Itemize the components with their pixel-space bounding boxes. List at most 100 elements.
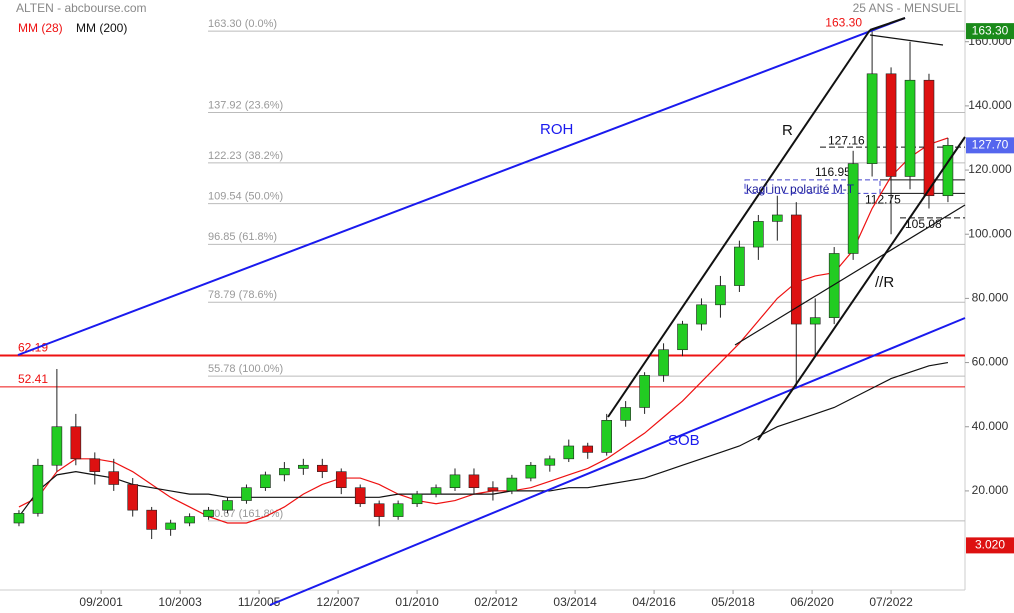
channel-line <box>269 317 966 606</box>
trend-line <box>869 17 906 31</box>
price-box-label: 3.020 <box>975 538 1005 552</box>
candle-body <box>582 445 594 453</box>
x-tick-label: 10/2003 <box>158 595 202 609</box>
x-tick-label: 06/2020 <box>790 595 834 609</box>
candle-body <box>279 468 290 476</box>
candle-body <box>639 375 650 408</box>
x-tick-label: 09/2001 <box>79 595 123 609</box>
candle-body <box>506 477 518 492</box>
candle-body <box>487 487 499 492</box>
candle-body <box>696 304 707 325</box>
annotation: R <box>782 122 793 139</box>
candle-body <box>373 503 385 517</box>
y-tick-label: 60.000 <box>972 355 1009 369</box>
channel-line <box>17 17 906 356</box>
candle-body <box>734 246 745 286</box>
fib-label: 78.79 (78.6%) <box>208 289 277 301</box>
trend-line <box>869 34 944 46</box>
candle-body <box>203 509 214 517</box>
kagi-zone <box>744 179 881 194</box>
trend-line <box>607 29 871 418</box>
annotation: ROH <box>540 121 573 138</box>
candle-body <box>658 349 669 376</box>
candle-body <box>904 79 916 177</box>
x-tick-label: 03/2014 <box>553 595 597 609</box>
candle-body <box>715 285 726 306</box>
candle-body <box>772 214 783 222</box>
trend-line <box>734 204 966 346</box>
legend-entry: MM (200) <box>76 21 127 35</box>
candle-body <box>165 522 176 530</box>
candle-body <box>809 317 821 325</box>
price-box <box>966 23 1014 40</box>
candle-body <box>335 471 347 489</box>
y-tick-label: 100.000 <box>968 226 1012 240</box>
candle-body <box>790 214 802 325</box>
annotation: //R <box>875 274 894 291</box>
price-mark-label: 105.08 <box>905 217 942 231</box>
candle-body <box>354 487 366 505</box>
candle-body <box>392 503 404 517</box>
candle-body <box>411 493 423 505</box>
chart-title: ALTEN - abcbourse.com <box>16 1 147 15</box>
annotation: kagi inv polarité M-T <box>746 182 855 196</box>
price-box <box>966 537 1014 554</box>
candle-body <box>241 487 252 501</box>
price-mark-label: 116.95 <box>815 165 851 179</box>
candle-body <box>677 323 688 351</box>
ma-line <box>18 361 949 517</box>
legend-entry: MM (28) <box>18 21 63 35</box>
trend-line <box>757 136 966 441</box>
candle-body <box>146 509 157 530</box>
candle-body <box>449 474 461 489</box>
y-tick-label: 80.000 <box>972 291 1009 305</box>
candle-body <box>13 513 25 524</box>
price-mark-label: 127.16 <box>828 133 865 147</box>
candle-body <box>127 484 139 511</box>
candle-body <box>866 73 878 164</box>
x-tick-label: 05/2018 <box>711 595 755 609</box>
fib-label: 137.92 (23.6%) <box>208 99 283 111</box>
chart-subtitle: 25 ANS - MENSUEL <box>853 1 963 15</box>
x-tick-label: 11/2005 <box>238 595 281 609</box>
fib-label: 55.78 (100.0%) <box>208 363 283 375</box>
x-tick-label: 12/2007 <box>316 595 360 609</box>
candle-body <box>544 458 556 466</box>
level-label: 52.41 <box>18 372 48 386</box>
candle-body <box>847 163 859 254</box>
candle-body <box>942 145 954 197</box>
y-tick-label: 120.000 <box>968 162 1012 176</box>
price-box-label: 163.30 <box>972 23 1009 37</box>
y-tick-label: 140.000 <box>968 98 1012 112</box>
candle-body <box>184 516 195 524</box>
y-tick-label: 40.000 <box>972 419 1009 433</box>
candle-body <box>525 464 537 479</box>
candle-body <box>563 445 575 460</box>
candle-body <box>298 464 309 469</box>
candle-body <box>260 474 271 489</box>
x-tick-label: 01/2010 <box>395 595 439 609</box>
candle-body <box>32 464 44 514</box>
price-box <box>966 137 1014 154</box>
candle-body <box>468 474 480 489</box>
peak-label: 163.30 <box>825 15 862 29</box>
x-tick-label: 02/2012 <box>474 595 518 609</box>
candle-body <box>885 73 897 177</box>
candle-body <box>430 487 442 495</box>
candle-body <box>89 458 101 472</box>
x-tick-label: 07/2022 <box>869 595 913 609</box>
candle-body <box>601 420 612 453</box>
annotation: SOB <box>668 432 700 449</box>
x-tick-label: 04/2016 <box>632 595 676 609</box>
y-tick-label: 20.000 <box>972 483 1009 497</box>
candle-body <box>828 253 840 318</box>
candle-body <box>51 426 63 466</box>
price-mark-label: 112.75 <box>865 192 901 206</box>
candle-body <box>753 221 764 248</box>
fib-label: 122.23 (38.2%) <box>208 150 283 162</box>
candle-body <box>316 464 328 472</box>
fib-label: 96.85 (61.8%) <box>208 231 277 243</box>
candle-body <box>620 407 631 421</box>
